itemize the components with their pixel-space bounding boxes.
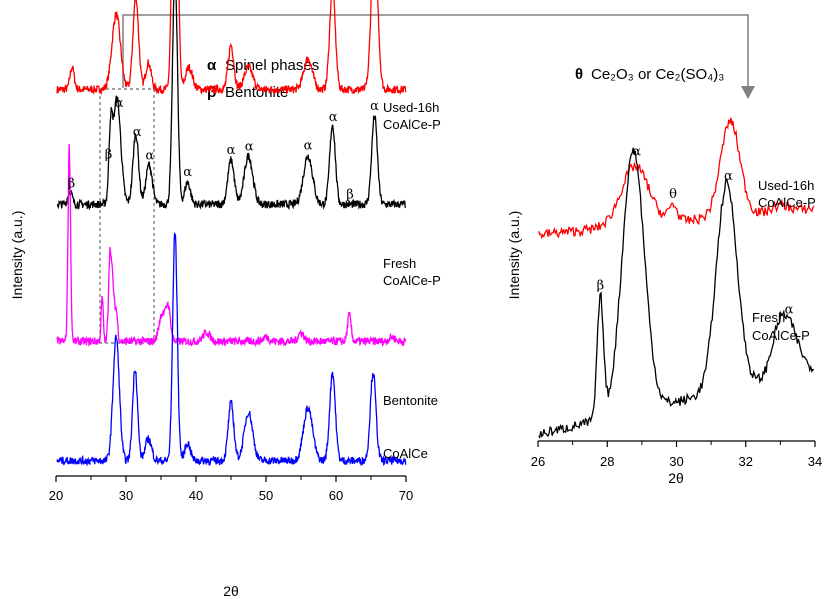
label-used-left-1: Used-16h [383, 100, 439, 115]
series-line-left-used [56, 0, 407, 96]
left-x-axis-title: 2θ [223, 583, 239, 599]
zoom-connector [122, 14, 755, 99]
left-peak-marker: α [115, 96, 124, 111]
legend-beta-text: Bentonite [225, 84, 288, 101]
series-line-right-used [538, 117, 815, 240]
left-x-tick-label: 30 [119, 488, 133, 503]
left-peak-marker: α [370, 99, 379, 114]
label-fresh-right-1: Fresh [752, 310, 785, 325]
left-x-tick-label: 40 [189, 488, 203, 503]
left-peak-marker: β [105, 147, 113, 162]
zoom-region-box [99, 88, 155, 344]
series-line-left-fresh [56, 0, 407, 211]
right-y-axis-title: Intensity (a.u.) [506, 211, 522, 300]
left-peak-marker: α [133, 125, 142, 140]
legend-alpha-text: Spinel phases [225, 57, 319, 74]
series-line-left-bentonite [56, 144, 407, 348]
legend-beta-symbol: β [207, 84, 216, 101]
left-peak-marker: β [346, 187, 354, 202]
label-used-right-1: Used-16h [758, 178, 814, 193]
legend-theta-text: Ce₂O₃ or Ce₂(SO₄)₃ [591, 66, 724, 83]
label-fresh-left-1: Fresh [383, 256, 416, 271]
left-peak-marker: α [145, 149, 154, 164]
series-line-left-coalce [56, 232, 407, 467]
legend-alpha-symbol: α [207, 57, 217, 74]
left-x-tick-label: 60 [329, 488, 343, 503]
left-x-tick-label: 70 [399, 488, 413, 503]
right-x-tick-label: 26 [531, 454, 545, 469]
left-peak-marker: α [304, 139, 313, 154]
left-peak-marker: α [227, 143, 236, 158]
right-x-tick-label: 34 [808, 454, 822, 469]
right-x-axis-title: 2θ [668, 470, 684, 486]
right-peak-marker: α [724, 169, 733, 184]
legend: α Spinel phases β Bentonite θ Ce₂O₃ or C… [207, 57, 724, 101]
left-peak-marker: α [245, 139, 254, 154]
label-fresh-right-2: CoAlCe-P [752, 328, 810, 343]
right-x-tick-label: 30 [669, 454, 683, 469]
legend-theta-symbol: θ [575, 66, 583, 83]
right-peak-marker: β [597, 278, 605, 293]
label-coalce: CoAlCe [383, 446, 428, 461]
left-peak-marker: α [183, 165, 192, 180]
left-y-axis-title: Intensity (a.u.) [9, 211, 25, 300]
right-peak-marker: θ [669, 187, 677, 202]
left-peak-marker: β [68, 177, 76, 192]
label-used-right-2: CoAlCe-P [758, 195, 816, 210]
right-peak-marker: α [785, 302, 794, 317]
left-peak-marker: α [329, 110, 338, 125]
right-panel: β α θ α α 26 28 30 32 34 2θ Intensity (a.u.) Use… [506, 117, 822, 486]
label-used-left-2: CoAlCe-P [383, 117, 441, 132]
label-bentonite: Bentonite [383, 393, 438, 408]
right-x-tick-label: 32 [739, 454, 753, 469]
series-line-right-fresh [538, 147, 815, 439]
right-x-tick-label: 28 [600, 454, 614, 469]
left-x-tick-label: 50 [259, 488, 273, 503]
right-peak-marker: α [632, 144, 641, 159]
label-fresh-left-2: CoAlCe-P [383, 273, 441, 288]
left-peak-marker: α [172, 0, 181, 3]
left-x-tick-label: 20 [49, 488, 63, 503]
